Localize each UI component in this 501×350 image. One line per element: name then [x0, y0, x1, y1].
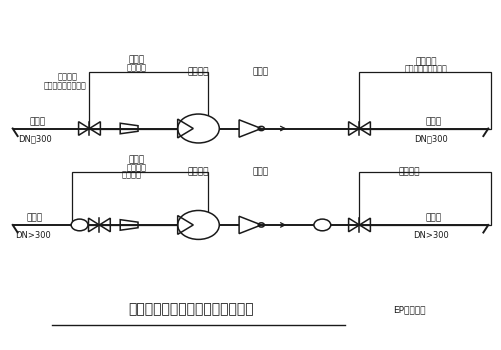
Text: 或带自锁装置的蝶阀: 或带自锁装置的蝶阀 — [405, 64, 448, 74]
Text: 出水管: 出水管 — [426, 117, 442, 126]
Bar — [90, 72, 208, 128]
Circle shape — [71, 219, 88, 231]
Text: 明杆闸阀: 明杆闸阀 — [416, 57, 437, 66]
Bar — [72, 172, 208, 225]
Bar — [360, 172, 491, 225]
Text: DN>300: DN>300 — [413, 231, 449, 240]
Text: 止回阀: 止回阀 — [253, 67, 269, 76]
Text: S: S — [320, 220, 325, 230]
Text: 消防水泵: 消防水泵 — [188, 67, 209, 76]
Text: 可不设置: 可不设置 — [127, 163, 147, 172]
Text: 可不设置: 可不设置 — [127, 63, 147, 72]
Text: 明杆闸阀: 明杆闸阀 — [57, 72, 77, 81]
Polygon shape — [239, 216, 262, 233]
Text: S: S — [77, 220, 82, 230]
Text: 吸水管: 吸水管 — [27, 214, 43, 223]
Text: DN＜300: DN＜300 — [414, 134, 448, 144]
Text: 过滤器: 过滤器 — [128, 55, 145, 64]
Text: 消防水泵吸水管，出水管阀门设置: 消防水泵吸水管，出水管阀门设置 — [128, 302, 254, 316]
Text: 或带自锁装置的蝶阀: 或带自锁装置的蝶阀 — [43, 81, 86, 90]
Circle shape — [314, 219, 331, 231]
Text: 过滤器: 过滤器 — [128, 155, 145, 164]
Text: 止回阀: 止回阀 — [253, 167, 269, 176]
Text: 电动闸阀: 电动闸阀 — [122, 170, 142, 180]
Text: 出水管: 出水管 — [426, 214, 442, 223]
Text: 吸水管: 吸水管 — [30, 117, 46, 126]
Circle shape — [178, 210, 219, 239]
Text: 电动闸阀: 电动闸阀 — [398, 167, 420, 176]
Text: DN>300: DN>300 — [15, 231, 51, 240]
Bar — [360, 72, 491, 128]
Circle shape — [178, 114, 219, 143]
Polygon shape — [239, 120, 262, 137]
Text: 消防水泵: 消防水泵 — [188, 167, 209, 176]
Text: DN＜300: DN＜300 — [18, 134, 52, 144]
Text: EP机电安装: EP机电安装 — [393, 305, 425, 314]
